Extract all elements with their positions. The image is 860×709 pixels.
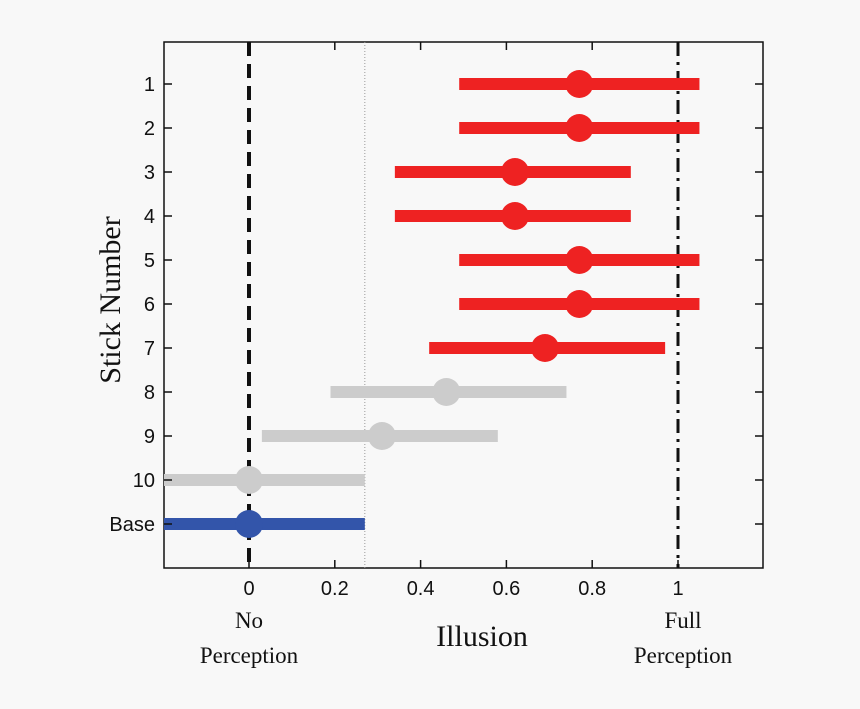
full-perception-annotation-line1: Full — [664, 608, 701, 633]
data-point-2 — [565, 114, 594, 142]
x-axis-label: Illusion — [436, 620, 528, 653]
y-tick-label-6: 7 — [144, 338, 155, 360]
data-point-5 — [565, 246, 594, 274]
data-point-4 — [500, 202, 529, 230]
y-tick-label-8: 9 — [144, 426, 155, 448]
data-point-10 — [235, 466, 263, 494]
x-tick-label-0: 0 — [243, 578, 254, 600]
y-tick-label-4: 5 — [144, 250, 155, 272]
no-perception-annotation-line1: No — [235, 608, 263, 633]
x-tick-label-3: 0.6 — [492, 578, 520, 600]
y-tick-label-3: 4 — [144, 206, 155, 228]
x-tick-label-5: 1 — [672, 578, 683, 600]
x-tick-label-4: 0.8 — [578, 578, 606, 600]
y-tick-label-2: 3 — [144, 162, 155, 184]
y-axis-label: Stick Number — [94, 216, 127, 383]
x-tick-label-2: 0.4 — [407, 578, 435, 600]
data-point-3 — [500, 158, 529, 186]
data-point-7 — [531, 334, 560, 362]
y-tick-label-1: 2 — [144, 118, 155, 140]
y-tick-label-9: 10 — [133, 470, 155, 492]
data-point-1 — [565, 70, 594, 98]
plot-frame — [163, 41, 764, 569]
data-point-8 — [432, 378, 461, 406]
no-perception-annotation-line2: Perception — [200, 643, 299, 668]
data-point-9 — [367, 422, 396, 450]
y-tick-label-7: 8 — [144, 382, 155, 404]
y-tick-label-0: 1 — [144, 74, 155, 96]
full-perception-annotation-line2: Perception — [634, 643, 733, 668]
y-tick-label-5: 6 — [144, 294, 155, 316]
y-tick-label-10: Base — [109, 514, 155, 536]
data-point-6 — [565, 290, 594, 318]
data-point-Base — [235, 510, 263, 538]
x-tick-label-1: 0.2 — [321, 578, 349, 600]
